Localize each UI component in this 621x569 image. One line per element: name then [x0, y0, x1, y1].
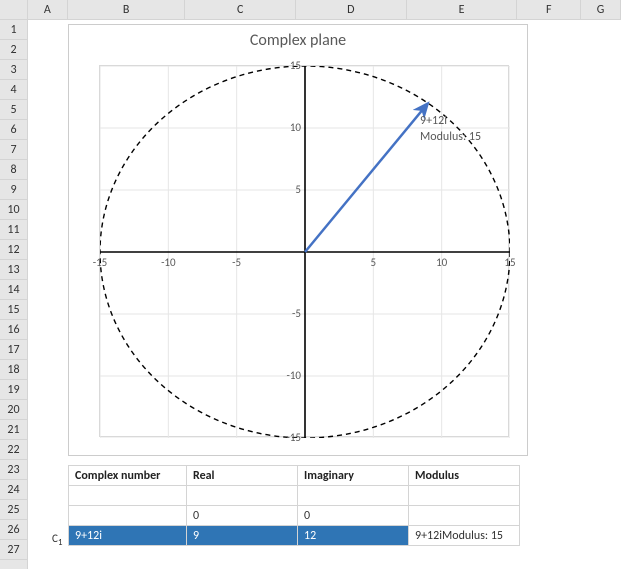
- y-tick-label: 15: [277, 59, 301, 72]
- x-tick-label: -10: [158, 256, 178, 269]
- row-header[interactable]: 11: [0, 220, 27, 240]
- y-tick-label: 10: [277, 121, 301, 134]
- column-header[interactable]: G: [581, 0, 621, 19]
- x-tick-label: -5: [227, 256, 247, 269]
- table-cell[interactable]: 12: [298, 526, 409, 546]
- column-header[interactable]: F: [517, 0, 581, 19]
- row-header[interactable]: 2: [0, 40, 27, 60]
- table-cell[interactable]: [409, 486, 520, 506]
- row-header[interactable]: 8: [0, 160, 27, 180]
- row-header[interactable]: 9: [0, 180, 27, 200]
- row-header[interactable]: 27: [0, 540, 27, 560]
- row-header[interactable]: 25: [0, 500, 27, 520]
- y-tick-label: 5: [277, 183, 301, 196]
- row-header[interactable]: 24: [0, 480, 27, 500]
- row-header[interactable]: 26: [0, 520, 27, 540]
- row-header[interactable]: 21: [0, 420, 27, 440]
- table-header-cell[interactable]: Real: [187, 466, 298, 486]
- annotation-line2: Modulus: 15: [420, 130, 481, 146]
- y-tick-label: -15: [277, 431, 301, 444]
- row-headers: 1234567891011121314151617181920212223242…: [0, 20, 28, 569]
- row-header[interactable]: 16: [0, 320, 27, 340]
- row-header[interactable]: 22: [0, 440, 27, 460]
- x-tick-label: -15: [90, 256, 110, 269]
- row-header[interactable]: 23: [0, 460, 27, 480]
- row-header[interactable]: 12: [0, 240, 27, 260]
- row-label-c1: C1: [52, 532, 63, 548]
- column-header[interactable]: B: [68, 0, 186, 19]
- table-row[interactable]: [69, 486, 520, 506]
- table-cell[interactable]: [187, 486, 298, 506]
- table-cell[interactable]: 0: [298, 506, 409, 526]
- annotation-line1: 9+12i: [420, 114, 481, 130]
- spreadsheet-viewport: ABCDEFG 12345678910111213141516171819202…: [0, 0, 621, 569]
- table-cell[interactable]: 0: [187, 506, 298, 526]
- select-all-corner[interactable]: [0, 0, 28, 19]
- chart-container[interactable]: Complex plane 9+12i Modulus: 15 -15 -10 -5…: [68, 24, 528, 456]
- row-label-sub: 1: [58, 537, 63, 548]
- row-header[interactable]: 20: [0, 400, 27, 420]
- column-header[interactable]: D: [296, 0, 407, 19]
- grid-body: 1234567891011121314151617181920212223242…: [0, 20, 621, 569]
- x-tick-label: 15: [500, 256, 520, 269]
- table-header-cell[interactable]: Modulus: [409, 466, 520, 486]
- table-header-cell[interactable]: Imaginary: [298, 466, 409, 486]
- y-tick-label: -5: [277, 307, 301, 320]
- x-tick-label: 10: [432, 256, 452, 269]
- row-header[interactable]: 6: [0, 120, 27, 140]
- row-header[interactable]: 4: [0, 80, 27, 100]
- x-tick-label: 5: [363, 256, 383, 269]
- table-cell[interactable]: 9: [187, 526, 298, 546]
- column-header[interactable]: E: [407, 0, 518, 19]
- row-header[interactable]: 13: [0, 260, 27, 280]
- row-header[interactable]: 10: [0, 200, 27, 220]
- chart-annotation: 9+12i Modulus: 15: [420, 114, 481, 145]
- table-cell[interactable]: 9+12iModulus: 15: [409, 526, 520, 546]
- table-body: 009+12i9129+12iModulus: 15: [69, 486, 520, 546]
- table-cell[interactable]: [69, 506, 187, 526]
- table-cell[interactable]: [69, 486, 187, 506]
- column-headers: ABCDEFG: [0, 0, 621, 20]
- cells-area[interactable]: Complex plane 9+12i Modulus: 15 -15 -10 -5…: [28, 20, 621, 569]
- row-header[interactable]: 15: [0, 300, 27, 320]
- table-cell[interactable]: [409, 506, 520, 526]
- y-tick-label: -10: [277, 369, 301, 382]
- table-cell[interactable]: 9+12i: [69, 526, 187, 546]
- column-header[interactable]: C: [185, 0, 296, 19]
- data-table[interactable]: Complex numberRealImaginaryModulus 009+1…: [68, 465, 520, 546]
- table-header-row: Complex numberRealImaginaryModulus: [69, 466, 520, 486]
- row-header[interactable]: 3: [0, 60, 27, 80]
- row-header[interactable]: 19: [0, 380, 27, 400]
- column-header[interactable]: A: [28, 0, 68, 19]
- row-header[interactable]: 17: [0, 340, 27, 360]
- row-header[interactable]: 14: [0, 280, 27, 300]
- table-row[interactable]: 00: [69, 506, 520, 526]
- table-cell[interactable]: [298, 486, 409, 506]
- row-header[interactable]: 1: [0, 20, 27, 40]
- row-header[interactable]: 5: [0, 100, 27, 120]
- chart-title: Complex plane: [69, 31, 527, 50]
- row-header[interactable]: 18: [0, 360, 27, 380]
- chart-plot-area: 9+12i Modulus: 15 -15-10-551015-15-10-55…: [99, 65, 509, 437]
- table-row[interactable]: 9+12i9129+12iModulus: 15: [69, 526, 520, 546]
- table-header-cell[interactable]: Complex number: [69, 466, 187, 486]
- row-header[interactable]: 7: [0, 140, 27, 160]
